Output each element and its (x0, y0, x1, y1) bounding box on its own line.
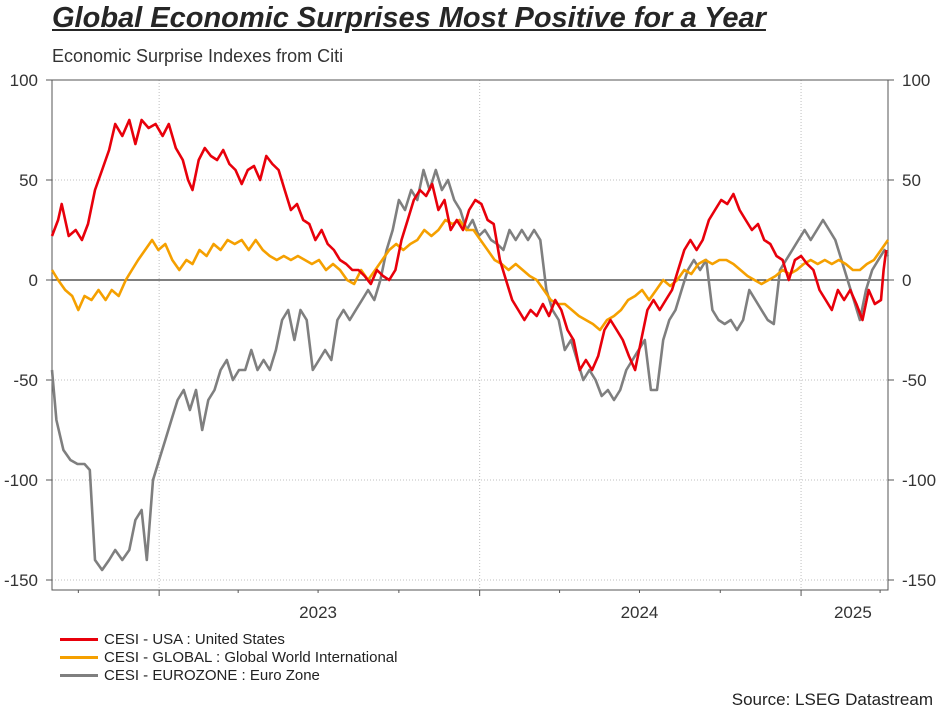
chart-title: Global Economic Surprises Most Positive … (52, 2, 766, 34)
series-line-1 (50, 218, 890, 332)
y-tick-label-left: 50 (19, 171, 38, 190)
legend-item: CESI - GLOBAL : Global World Internation… (60, 648, 397, 666)
x-tick-label: 2023 (299, 603, 337, 622)
series-lines (50, 118, 890, 572)
series-line-0 (50, 118, 888, 372)
y-tick-label-left: 100 (10, 71, 38, 90)
plot-frame (51, 79, 889, 591)
y-tick-label-right: 100 (902, 71, 930, 90)
chart-subtitle: Economic Surprise Indexes from Citi (52, 46, 344, 66)
y-tick-label-right: 0 (902, 271, 911, 290)
legend-label: CESI - USA : United States (104, 630, 285, 648)
legend-swatch (60, 673, 98, 677)
legend-item: CESI - USA : United States (60, 630, 397, 648)
legend-swatch (60, 655, 98, 659)
y-tick-label-left: 0 (29, 271, 38, 290)
x-tick-label: 2024 (621, 603, 659, 622)
legend-swatch (60, 637, 98, 641)
legend: CESI - USA : United States CESI - GLOBAL … (60, 630, 397, 684)
source-note: Source: LSEG Datastream (731, 690, 933, 709)
x-tick-label: 2025 (834, 603, 872, 622)
y-tick-label-right: -100 (902, 471, 936, 490)
legend-label: CESI - GLOBAL : Global World Internation… (104, 648, 398, 666)
y-tick-label-left: -50 (13, 371, 38, 390)
y-tick-label-left: -150 (4, 571, 38, 590)
y-tick-label-right: -50 (902, 371, 927, 390)
series-line-2 (50, 168, 890, 572)
legend-item: CESI - EUROZONE : Euro Zone (60, 666, 397, 684)
y-tick-label-right: 50 (902, 171, 921, 190)
y-tick-label-right: -150 (902, 571, 936, 590)
y-tick-label-left: -100 (4, 471, 38, 490)
axes: -150 -150 -100 -100 -50 -50 0 0 50 50 100 100 2023 20… (4, 71, 936, 622)
legend-label: CESI - EUROZONE : Euro Zone (104, 666, 320, 684)
grid (52, 79, 888, 590)
